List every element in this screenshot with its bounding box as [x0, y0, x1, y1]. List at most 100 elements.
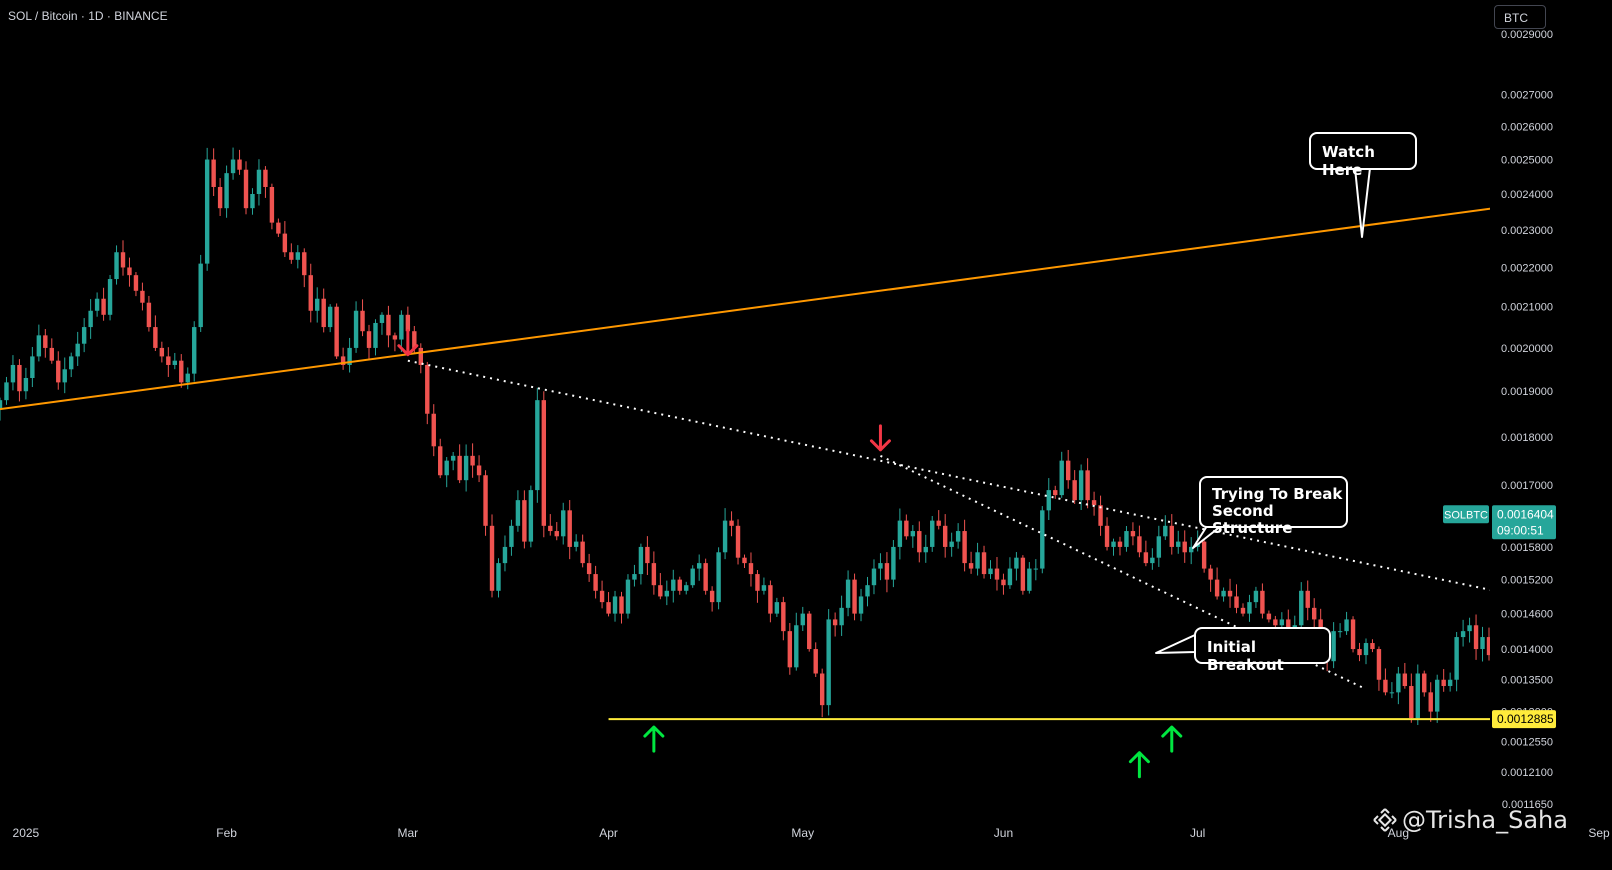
candle-body — [17, 364, 22, 392]
candle-body — [968, 563, 974, 569]
price-tick-label: 0.0023000 — [1501, 225, 1553, 237]
candle-body — [1247, 602, 1252, 614]
candle-body — [917, 531, 922, 553]
price-tick-label: 0.0014000 — [1501, 644, 1553, 656]
candle-body — [509, 525, 514, 547]
candle-body — [735, 525, 741, 558]
candle-body — [548, 525, 553, 532]
candle-body — [826, 619, 831, 706]
candle-body — [1059, 460, 1064, 496]
price-tick-label: 0.0027000 — [1501, 90, 1553, 102]
time-tick-label: Jun — [994, 826, 1013, 840]
candle-body — [470, 455, 475, 466]
candle-body — [1072, 480, 1077, 501]
symbol-title[interactable]: SOL / Bitcoin · 1D · BINANCE — [8, 9, 168, 23]
candle-body — [62, 369, 67, 383]
candle-body — [852, 579, 857, 614]
candle-body — [748, 563, 754, 575]
candle-body — [975, 552, 980, 569]
candle-body — [1214, 579, 1220, 597]
candle-body — [1208, 568, 1213, 580]
candle-body — [1065, 460, 1071, 481]
callout-text-line: Second Structure — [1212, 502, 1293, 537]
candle-body — [289, 252, 294, 260]
support-price-value: 0.0012885 — [1497, 712, 1554, 726]
candle-body — [1240, 607, 1246, 614]
candle-body — [30, 356, 35, 378]
orange-resistance — [0, 194, 1587, 411]
watch-here-callout: Watch Here — [1309, 132, 1417, 179]
candle-body — [573, 541, 579, 547]
candle-body — [1454, 637, 1459, 680]
price-tick-label: 0.0015200 — [1501, 575, 1553, 587]
candle-body — [179, 360, 184, 383]
down-arrow-mar — [397, 329, 419, 357]
candle-body — [1111, 541, 1116, 547]
candle-body — [599, 590, 605, 603]
candle-body — [1409, 686, 1414, 719]
candle-body — [1337, 631, 1343, 633]
candle-body — [994, 568, 1000, 580]
price-tick-label: 0.0024000 — [1501, 189, 1553, 201]
candle-body — [813, 649, 818, 674]
candle-body — [807, 613, 812, 650]
candle-body — [541, 400, 547, 526]
candle-body — [1027, 568, 1032, 591]
price-tick-label: 0.0022000 — [1501, 262, 1553, 274]
candle-body — [839, 607, 844, 626]
candle-body — [923, 546, 928, 553]
candle-body — [405, 314, 411, 332]
candle-body — [528, 490, 534, 542]
candle-body — [1130, 531, 1136, 537]
watermark-text: @Trisha_Saha — [1402, 806, 1568, 834]
candle-body — [282, 233, 288, 253]
candle-body — [535, 400, 540, 491]
candle-body — [871, 568, 877, 586]
candle-body — [418, 347, 424, 365]
candle-body — [1046, 490, 1051, 511]
price-tick-label: 0.0017000 — [1501, 480, 1553, 492]
candle-body — [36, 335, 42, 357]
candle-body — [1447, 679, 1453, 687]
candle-body — [936, 520, 941, 526]
candle-body — [263, 169, 268, 187]
author-watermark: @Trisha_Saha — [1372, 806, 1568, 834]
time-axis[interactable]: 2025 Feb Mar Apr May Jun Jul Aug Sep — [13, 826, 1611, 840]
up-arrow-apr — [643, 725, 665, 753]
candle-body — [1188, 546, 1194, 553]
candle-body — [891, 546, 896, 580]
candle-body — [1137, 536, 1142, 553]
candle-body — [1091, 500, 1097, 506]
candle-body — [450, 455, 456, 461]
time-tick-label: May — [791, 826, 814, 840]
candle-body — [431, 413, 436, 447]
candle-body — [1350, 619, 1356, 650]
candle-body — [159, 347, 165, 357]
candle-body — [75, 343, 80, 357]
currency-button[interactable]: BTC — [1494, 5, 1546, 29]
candle-body — [366, 331, 372, 348]
symbol-tag-bg — [1443, 505, 1489, 524]
candle-body — [1402, 673, 1408, 687]
candle-body — [865, 585, 870, 597]
candle-body — [224, 173, 229, 209]
candle-body — [153, 327, 158, 348]
candle-body — [1260, 590, 1265, 614]
candle-body — [140, 290, 145, 303]
candle-body — [1234, 596, 1239, 608]
candle-body — [133, 275, 139, 291]
candle-body — [243, 169, 249, 209]
candle-body — [561, 510, 566, 537]
candle-body — [321, 298, 326, 328]
symbol-tag-label: SOLBTC — [1444, 509, 1488, 521]
time-tick-label: Feb — [216, 826, 237, 840]
candle-body — [256, 169, 262, 194]
candle-body — [988, 568, 993, 575]
candle-body — [347, 347, 352, 365]
support-price-tag-bg — [1492, 710, 1556, 729]
down-arrow-may — [869, 424, 891, 452]
candle-body — [1098, 505, 1103, 526]
candle-body — [645, 546, 650, 564]
